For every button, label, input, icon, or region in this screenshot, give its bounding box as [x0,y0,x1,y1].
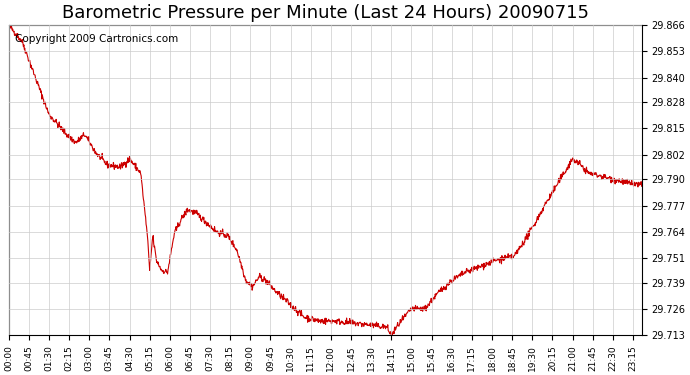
Title: Barometric Pressure per Minute (Last 24 Hours) 20090715: Barometric Pressure per Minute (Last 24 … [62,4,589,22]
Text: Copyright 2009 Cartronics.com: Copyright 2009 Cartronics.com [15,34,178,44]
